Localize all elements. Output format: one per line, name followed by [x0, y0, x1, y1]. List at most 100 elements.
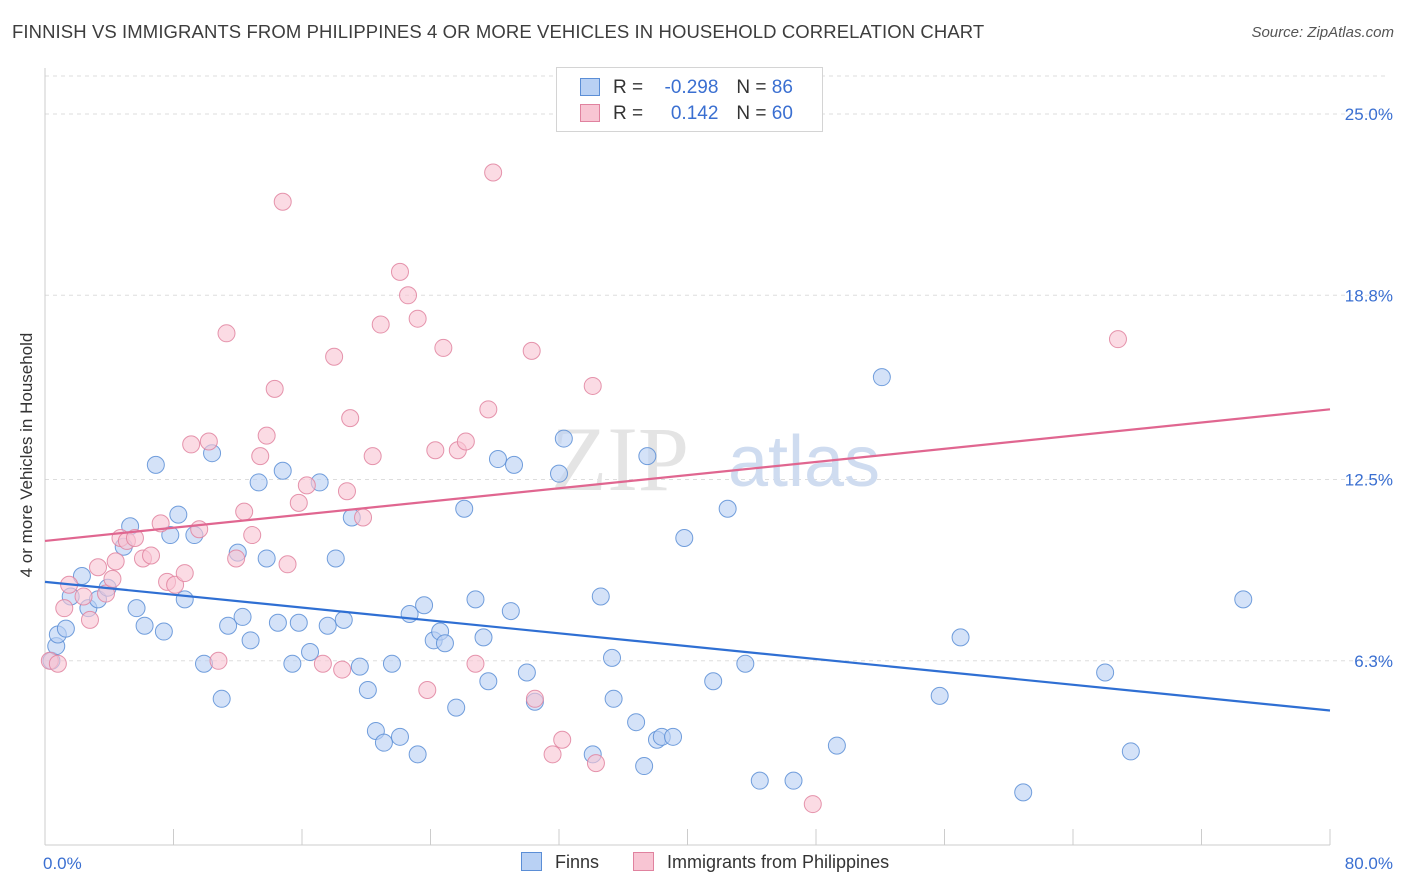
finns-point — [603, 648, 622, 667]
philippines-point — [217, 324, 236, 343]
philippines-point — [583, 376, 602, 395]
philippines-point — [243, 526, 262, 545]
finns-point — [455, 499, 474, 518]
finns-point — [358, 681, 377, 700]
finns-point — [154, 622, 173, 641]
y-tick-label: 25.0% — [1345, 105, 1393, 124]
finns-point — [374, 733, 393, 752]
philippines-point — [166, 575, 185, 594]
finns-point — [175, 590, 194, 609]
finns-point — [736, 654, 755, 673]
philippines-point — [363, 447, 382, 466]
philippines-point — [297, 476, 316, 495]
philippines-point — [182, 435, 201, 454]
finns-point — [350, 657, 369, 676]
philippines-point — [337, 482, 356, 501]
gridlines — [45, 75, 1385, 662]
philippines-point — [55, 599, 74, 618]
finns-point — [289, 613, 308, 632]
finns-point — [664, 727, 683, 746]
philippines-point — [142, 546, 161, 565]
finns-point — [718, 499, 737, 518]
finns-point — [627, 713, 646, 732]
philippines-trend-line — [44, 408, 1331, 543]
source-credit: Source: ZipAtlas.com — [1251, 24, 1394, 41]
philippines-point — [341, 409, 360, 428]
y-tick-labels: 6.3% 12.5% 18.8% 25.0% — [1345, 105, 1393, 671]
philippines-point — [74, 587, 93, 606]
chart-title: FINNISH VS IMMIGRANTS FROM PHILIPPINES 4… — [12, 21, 985, 42]
bottom-legend-finns: Finns — [521, 852, 599, 873]
philippines-point — [543, 745, 562, 764]
finns-point — [435, 634, 454, 653]
philippines-point — [265, 379, 284, 398]
finns-point — [466, 590, 485, 609]
philippines-point — [125, 528, 144, 547]
philippines-point — [418, 681, 437, 700]
finns-point — [241, 631, 260, 650]
philippines-point — [354, 508, 373, 527]
philippines-swatch — [580, 104, 600, 122]
philippines-point — [235, 502, 254, 521]
finns-point — [334, 610, 353, 629]
finns-point — [951, 628, 970, 647]
philippines-point — [227, 549, 246, 568]
philippines-point — [371, 315, 390, 334]
finns-point — [930, 686, 949, 705]
finns-point — [249, 473, 268, 492]
philippines-point — [525, 689, 544, 708]
finns-point — [169, 505, 188, 524]
finns-point — [784, 771, 803, 790]
finns-legend-swatch — [521, 852, 542, 871]
philippines-point — [199, 432, 218, 451]
zipatlas-watermark: ZIP atlas — [551, 408, 880, 510]
finns-point — [1234, 590, 1253, 609]
finns-point — [872, 368, 891, 387]
finns-point — [1014, 783, 1033, 802]
philippines-point — [278, 555, 297, 574]
philippines-point — [553, 730, 572, 749]
finns-point — [591, 587, 610, 606]
bottom-legend-philippines: Immigrants from Philippines — [633, 852, 889, 873]
philippines-point — [103, 569, 122, 588]
philippines-point — [399, 286, 418, 305]
philippines-point — [289, 493, 308, 512]
finns-point — [635, 757, 654, 776]
finns-point — [638, 447, 657, 466]
philippines-point — [325, 347, 344, 366]
philippines-point — [479, 400, 498, 419]
finns-point — [488, 450, 507, 469]
finns-point — [505, 455, 524, 474]
philippines-point — [251, 447, 270, 466]
finns-point — [479, 672, 498, 691]
finns-point — [704, 672, 723, 691]
finns-point — [415, 596, 434, 615]
finns-point — [56, 619, 75, 638]
legend-row-philippines: R = 0.142 N = 60 — [580, 103, 793, 125]
philippines-point — [175, 564, 194, 583]
philippines-point — [313, 654, 332, 673]
philippines-point — [48, 654, 67, 673]
finns-point — [1121, 742, 1140, 761]
finns-point — [146, 455, 165, 474]
philippines-point — [89, 558, 108, 577]
finns-point — [550, 464, 568, 483]
philippines-point — [466, 654, 485, 673]
finns-point — [501, 602, 520, 621]
philippines-point — [106, 552, 125, 571]
legend-finns-n: 86 — [771, 77, 793, 98]
finns-point — [161, 526, 180, 545]
finns-point — [474, 628, 493, 647]
legend-n-label: N = — [736, 77, 767, 98]
y-tick-label: 12.5% — [1345, 471, 1393, 490]
philippines-point — [484, 163, 503, 182]
finns-point — [447, 698, 466, 717]
philippines-point — [522, 341, 541, 360]
finns-point — [257, 549, 276, 568]
finns-point — [517, 663, 536, 682]
finns-point — [212, 689, 231, 708]
philippines-point — [333, 660, 352, 679]
legend-finns-r: -0.298 — [664, 77, 719, 98]
y-tick-label: 18.8% — [1345, 286, 1393, 305]
